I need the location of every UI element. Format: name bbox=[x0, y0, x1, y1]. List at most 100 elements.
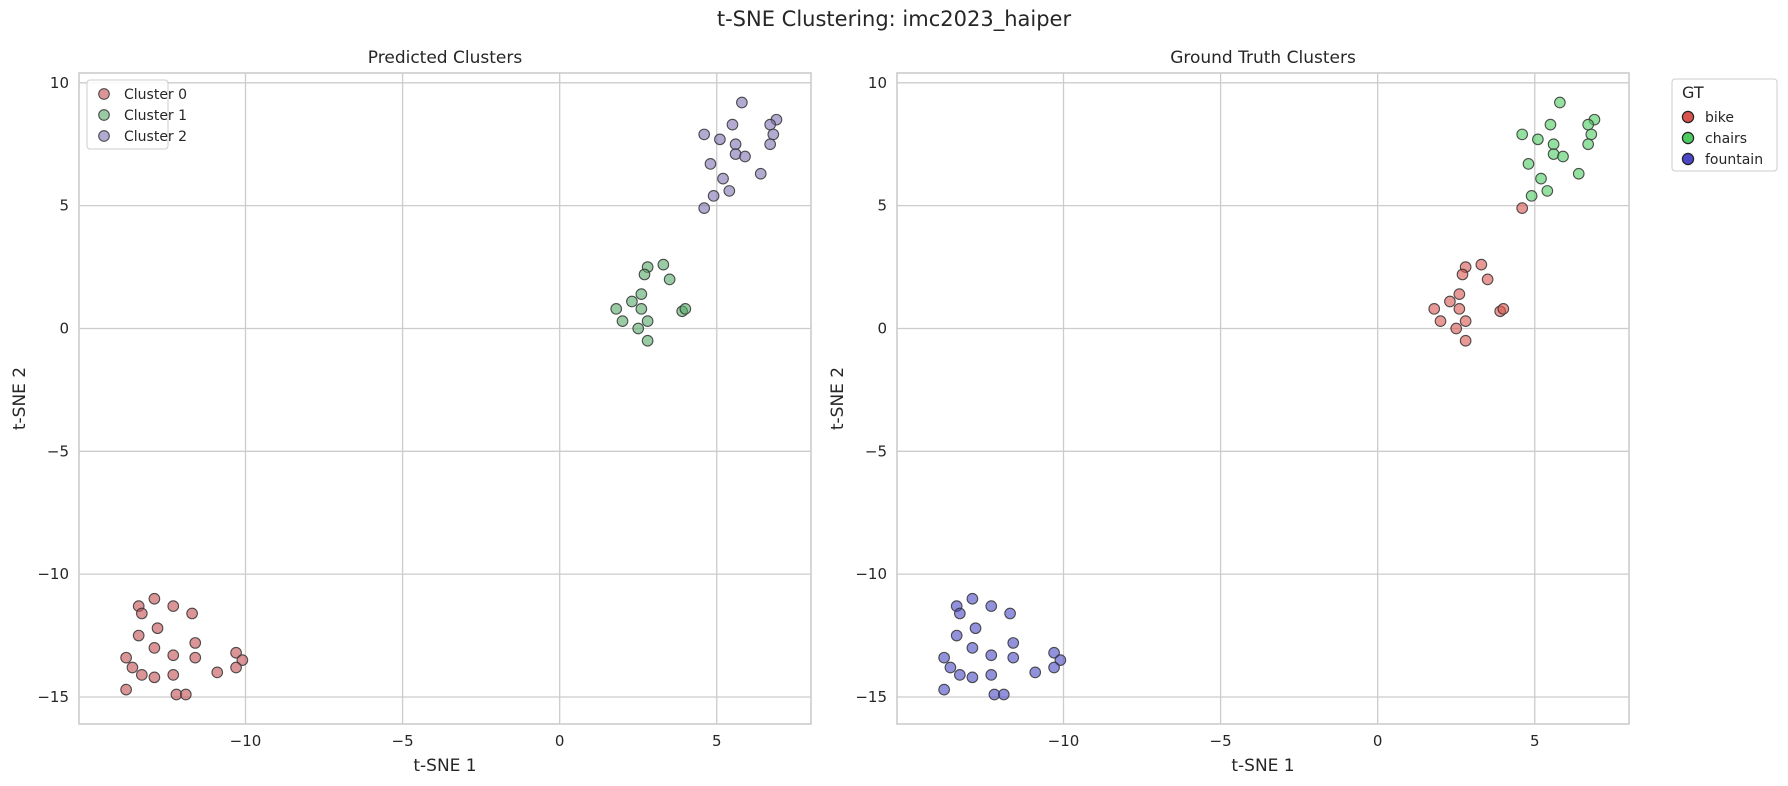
chart-title: Ground Truth Clusters bbox=[1170, 48, 1356, 68]
data-point bbox=[1453, 302, 1466, 315]
data-point bbox=[969, 622, 982, 635]
x-tick-label: −10 bbox=[230, 732, 262, 750]
data-point bbox=[635, 302, 648, 315]
x-tick-label: 5 bbox=[712, 732, 722, 750]
legend-marker bbox=[1681, 131, 1695, 145]
data-point bbox=[189, 637, 202, 649]
data-point bbox=[767, 128, 780, 141]
data-point bbox=[230, 661, 242, 674]
data-point bbox=[179, 688, 192, 701]
data-point bbox=[698, 128, 711, 141]
data-point bbox=[953, 607, 966, 620]
y-tick-label: 5 bbox=[877, 197, 887, 215]
data-point bbox=[997, 688, 1010, 701]
data-point bbox=[132, 629, 145, 642]
data-point bbox=[1547, 138, 1560, 151]
legend-marker bbox=[98, 130, 110, 142]
y-tick-label: 0 bbox=[877, 319, 887, 337]
data-point bbox=[641, 315, 654, 327]
plot-area bbox=[79, 73, 811, 724]
series-cluster-1 bbox=[610, 258, 692, 347]
legend-label: Cluster 2 bbox=[124, 129, 187, 145]
data-point bbox=[148, 671, 161, 684]
y-tick-label: 5 bbox=[59, 197, 69, 215]
data-point bbox=[1444, 295, 1456, 308]
data-point bbox=[1557, 150, 1569, 163]
data-point bbox=[167, 600, 180, 612]
data-point bbox=[230, 646, 242, 659]
data-point bbox=[707, 189, 720, 202]
y-tick-label: −5 bbox=[865, 442, 887, 460]
data-point bbox=[985, 669, 998, 681]
data-point bbox=[985, 649, 998, 662]
data-point bbox=[120, 651, 132, 664]
data-point bbox=[1428, 302, 1441, 315]
data-point bbox=[1450, 322, 1463, 335]
data-point bbox=[966, 671, 979, 684]
data-point bbox=[729, 138, 742, 151]
legend-label: fountain bbox=[1705, 152, 1763, 168]
data-point bbox=[714, 133, 726, 146]
data-point bbox=[704, 158, 717, 170]
data-point bbox=[739, 150, 751, 163]
series-cluster-2 bbox=[698, 96, 783, 214]
data-point bbox=[616, 315, 629, 327]
series-fountain bbox=[938, 592, 1067, 701]
legend-item-cluster-2: Cluster 2 bbox=[98, 129, 187, 145]
data-point bbox=[1459, 315, 1472, 327]
data-point bbox=[1525, 189, 1538, 202]
data-point bbox=[211, 666, 224, 679]
data-point bbox=[1497, 302, 1510, 315]
legend-label: chairs bbox=[1705, 131, 1747, 147]
data-point bbox=[1585, 128, 1598, 141]
data-point bbox=[1516, 128, 1529, 141]
series-chairs bbox=[1516, 96, 1601, 202]
y-tick-label: −15 bbox=[855, 688, 887, 706]
data-point bbox=[236, 654, 249, 666]
data-point bbox=[966, 641, 979, 654]
data-point bbox=[1481, 273, 1494, 286]
axes-frame bbox=[896, 72, 1630, 725]
data-point bbox=[126, 661, 139, 674]
data-point bbox=[167, 649, 180, 662]
y-tick-label: 10 bbox=[50, 74, 69, 92]
data-point bbox=[1456, 268, 1469, 281]
legend-item-fountain: fountain bbox=[1681, 152, 1763, 168]
y-tick-label: −15 bbox=[37, 688, 69, 706]
series-cluster-0 bbox=[120, 592, 249, 701]
legend: Cluster 0 Cluster 1 Cluster 2 bbox=[86, 79, 187, 150]
data-point bbox=[1029, 666, 1042, 679]
data-point bbox=[723, 185, 736, 197]
legend-label: bike bbox=[1705, 110, 1734, 126]
legend-marker bbox=[98, 109, 110, 121]
data-point bbox=[1544, 118, 1557, 131]
figure-title: t-SNE Clustering: imc2023_haiper bbox=[717, 7, 1072, 32]
x-axis-label: t-SNE 1 bbox=[1231, 756, 1294, 776]
panel-predicted-clusters: −10 −5 0 5 −15 −10 −5 0 5 10 Predicted Clusters t-S… bbox=[10, 48, 812, 776]
data-point bbox=[120, 683, 132, 696]
y-tick-label: −5 bbox=[47, 442, 69, 460]
x-tick-label: −10 bbox=[1048, 732, 1080, 750]
y-tick-label: 0 bbox=[59, 319, 69, 337]
data-point bbox=[1475, 258, 1488, 271]
data-point bbox=[729, 148, 742, 160]
data-point bbox=[1535, 172, 1547, 185]
legend-item-cluster-0: Cluster 0 bbox=[98, 87, 187, 103]
plot-area bbox=[897, 73, 1629, 724]
data-point bbox=[151, 622, 164, 635]
legend-label: Cluster 1 bbox=[124, 108, 187, 124]
data-point bbox=[1434, 315, 1447, 327]
legend-label: Cluster 0 bbox=[124, 87, 187, 103]
legend-item-bike: bike bbox=[1681, 110, 1734, 126]
data-point bbox=[1547, 148, 1560, 160]
y-tick-label: −10 bbox=[37, 565, 69, 583]
x-axis-label: t-SNE 1 bbox=[413, 756, 476, 776]
data-point bbox=[717, 172, 729, 185]
data-point bbox=[726, 118, 739, 131]
data-point bbox=[950, 629, 963, 642]
data-point bbox=[736, 96, 748, 109]
legend-marker bbox=[98, 88, 110, 100]
data-point bbox=[1516, 202, 1529, 214]
data-point bbox=[1004, 607, 1016, 620]
